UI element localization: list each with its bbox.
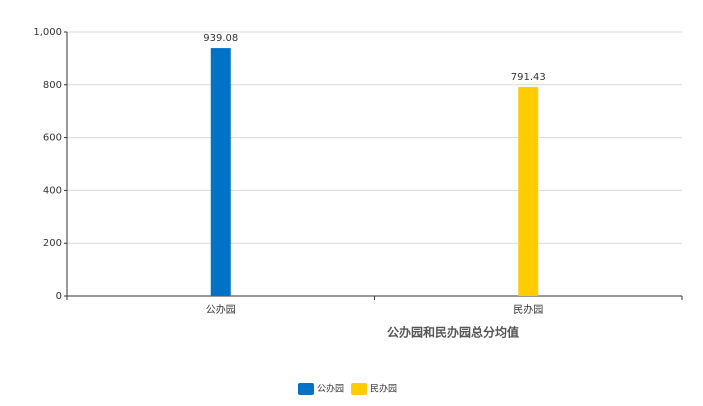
x-tick-label: 公办园 (206, 303, 236, 316)
y-tick-label: 0 (56, 291, 62, 302)
y-tick-label: 1,000 (33, 27, 62, 38)
legend-swatch (351, 383, 367, 395)
data-label: 939.08 (203, 33, 238, 44)
bar (518, 87, 539, 297)
x-tick-label: 民办园 (513, 303, 543, 316)
y-tick-label: 800 (43, 80, 62, 91)
legend-label: 民办园 (370, 383, 397, 395)
x-axis-title: 公办园和民办园总分均值 (387, 325, 519, 340)
legend-label: 公办园 (317, 383, 344, 395)
legend-swatch (298, 383, 314, 395)
data-label: 791.43 (511, 72, 546, 83)
bar (210, 48, 231, 296)
y-tick-label: 600 (43, 133, 62, 144)
y-tick-label: 200 (43, 238, 62, 249)
y-tick-label: 400 (43, 185, 62, 196)
